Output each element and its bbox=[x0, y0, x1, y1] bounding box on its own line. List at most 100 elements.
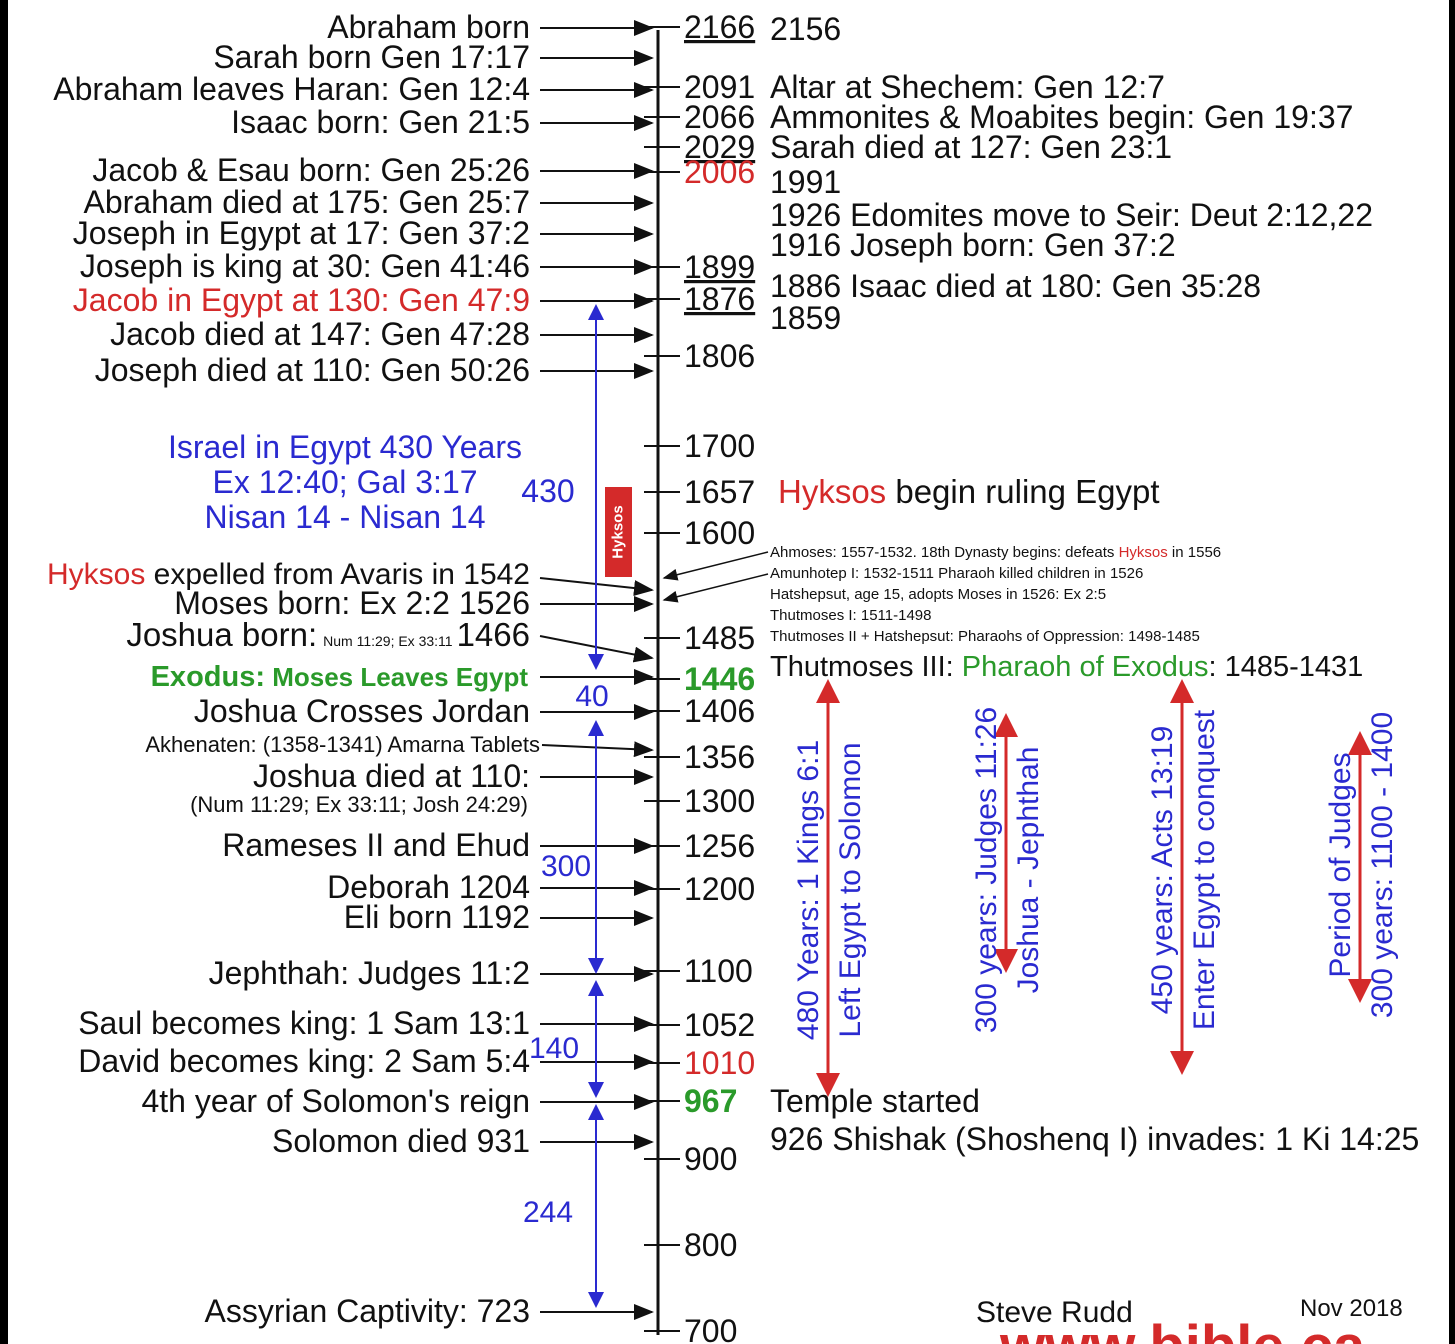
axis-tick-label: 1446 bbox=[684, 661, 755, 697]
right-event-label: 1926 Edomites move to Seir: Deut 2:12,22 bbox=[770, 197, 1373, 233]
svg-text:300 years: Judges 11:26: 300 years: Judges 11:26 bbox=[970, 707, 1003, 1033]
axis-tick-label: 1100 bbox=[684, 953, 753, 989]
svg-text:Period of Judges: Period of Judges bbox=[1324, 752, 1357, 977]
vertical-label-300-judges: 300 years: Judges 11:26 Joshua - Jephtha… bbox=[970, 707, 1045, 1033]
pharaoh-note: Amunhotep I: 1532-1511 Pharaoh killed ch… bbox=[770, 565, 1143, 582]
right-event-label: Ammonites & Moabites begin: Gen 19:37 bbox=[770, 99, 1353, 135]
axis-tick-label: 1700 bbox=[684, 428, 755, 464]
vertical-label-period-judges: Period of Judges 300 years: 1100 - 1400 bbox=[1324, 712, 1399, 1018]
left-event-label: Deborah 1204 bbox=[327, 869, 530, 905]
left-border bbox=[0, 0, 8, 1344]
vertical-label-450: 450 years: Acts 13:19 Enter Egypt to con… bbox=[1146, 709, 1221, 1030]
svg-text:Left Egypt to Solomon: Left Egypt to Solomon bbox=[834, 742, 867, 1037]
axis-tick-label: 1406 bbox=[684, 693, 755, 729]
left-event-label: Joseph is king at 30: Gen 41:46 bbox=[80, 248, 530, 284]
left-event-label: Joseph died at 110: Gen 50:26 bbox=[95, 352, 530, 388]
joshua-born-label: Joshua born: Num 11:29; Ex 33:11 1466 bbox=[126, 616, 530, 653]
axis-tick-label: 1657 bbox=[684, 474, 755, 510]
svg-text:Nisan 14 - Nisan 14: Nisan 14 - Nisan 14 bbox=[204, 499, 485, 535]
svg-text:480 Years: 1 Kings 6:1: 480 Years: 1 Kings 6:1 bbox=[792, 740, 825, 1040]
axis-tick-label: 2029 bbox=[684, 129, 755, 165]
svg-text:Ex 12:40; Gal 3:17: Ex 12:40; Gal 3:17 bbox=[212, 464, 477, 500]
axis-tick-label: 2091 bbox=[684, 69, 755, 105]
span-label-300: 300 bbox=[541, 850, 591, 883]
left-event-label: David becomes king: 2 Sam 5:4 bbox=[78, 1043, 530, 1079]
hyksos-rule-label: Hyksos begin ruling Egypt bbox=[778, 473, 1160, 510]
axis-tick-label: 1806 bbox=[684, 338, 755, 374]
vertical-spans bbox=[816, 679, 1372, 1097]
left-event-label: 4th year of Solomon's reign bbox=[141, 1083, 530, 1119]
pharaoh-note: Thutmoses II + Hatshepsut: Pharaohs of O… bbox=[770, 628, 1200, 645]
axis-tick-label: 1010 bbox=[684, 1045, 755, 1081]
left-event-label: Isaac born: Gen 21:5 bbox=[231, 104, 530, 140]
israel-in-egypt-block: Israel in Egypt 430 Years Ex 12:40; Gal … bbox=[168, 429, 522, 535]
left-event-label: Saul becomes king: 1 Sam 13:1 bbox=[78, 1005, 530, 1041]
right-event-label: 1916 Joseph born: Gen 37:2 bbox=[770, 227, 1176, 263]
axis-tick-label: 967 bbox=[684, 1083, 737, 1119]
left-event-label: Jacob in Egypt at 130: Gen 47:9 bbox=[73, 282, 530, 318]
exodus-label: Exodus: Moses Leaves Egypt bbox=[151, 661, 529, 693]
span-label-40: 40 bbox=[575, 680, 608, 713]
span-label-244: 244 bbox=[523, 1196, 573, 1229]
left-event-label: Abraham born bbox=[327, 9, 530, 45]
left-event-label: Sarah born Gen 17:17 bbox=[213, 39, 530, 75]
left-event-label: Rameses II and Ehud bbox=[222, 827, 530, 863]
hyksos-box: Hyksos bbox=[605, 487, 632, 577]
axis-tick-label: 1052 bbox=[684, 1007, 755, 1043]
span-label-140: 140 bbox=[529, 1032, 579, 1065]
axis-tick-label: 2166 bbox=[684, 9, 755, 45]
axis-tick-label: 1899 bbox=[684, 249, 755, 285]
credit-author: Steve Rudd bbox=[976, 1296, 1133, 1329]
svg-text:Enter Egypt to conquest: Enter Egypt to conquest bbox=[1188, 709, 1221, 1030]
left-event-label: Moses born: Ex 2:2 1526 bbox=[174, 585, 530, 621]
axis-tick-label: 1200 bbox=[684, 871, 755, 907]
pharaoh-note: Ahmoses: 1557-1532. 18th Dynasty begins:… bbox=[770, 544, 1221, 561]
axis-tick-label: 800 bbox=[684, 1227, 737, 1263]
right-event-label: 926 Shishak (Shoshenq I) invades: 1 Ki 1… bbox=[770, 1121, 1419, 1157]
thutmoses-iii-label: Thutmoses III: Pharaoh of Exodus: 1485-1… bbox=[770, 651, 1363, 683]
right-border bbox=[1449, 0, 1455, 1344]
right-event-label: Temple started bbox=[770, 1083, 980, 1119]
left-event-label: Abraham died at 175: Gen 25:7 bbox=[83, 184, 530, 220]
amunhotep-arrow bbox=[662, 573, 769, 603]
axis-tick-label: 2066 bbox=[684, 99, 755, 135]
axis-tick-label: 1300 bbox=[684, 783, 755, 819]
axis-tick-label: 900 bbox=[684, 1141, 737, 1177]
span-label-430: 430 bbox=[521, 473, 574, 509]
svg-text:Joshua - Jephthah: Joshua - Jephthah bbox=[1012, 747, 1045, 994]
right-event-label: 1991 bbox=[770, 164, 841, 200]
right-event-label: Altar at Shechem: Gen 12:7 bbox=[770, 69, 1165, 105]
joshua-died-refs: (Num 11:29; Ex 33:11; Josh 24:29) bbox=[190, 792, 528, 817]
svg-text:Israel in Egypt 430 Years: Israel in Egypt 430 Years bbox=[168, 429, 522, 465]
right-event-label: 1859 bbox=[770, 300, 841, 336]
left-event-label: Joshua Crosses Jordan bbox=[194, 693, 530, 729]
right-event-label: 2156 bbox=[770, 11, 841, 47]
akhenaten-label: Akhenaten: (1358-1341) Amarna Tablets bbox=[145, 732, 540, 757]
left-event-label: Solomon died 931 bbox=[272, 1123, 530, 1159]
axis-tick-label: 700 bbox=[684, 1313, 737, 1344]
left-event-label: Jacob & Esau born: Gen 25:26 bbox=[92, 152, 530, 188]
pharaoh-notes: Ahmoses: 1557-1532. 18th Dynasty begins:… bbox=[770, 544, 1221, 645]
hyksos-expelled-label: Hyksos expelled from Avaris in 1542 bbox=[47, 558, 530, 591]
axis-tick-label: 1485 bbox=[684, 620, 755, 656]
ahmoses-arrow bbox=[662, 551, 769, 581]
pharaoh-note: Thutmoses I: 1511-1498 bbox=[770, 607, 931, 624]
svg-text:450 years: Acts 13:19: 450 years: Acts 13:19 bbox=[1146, 726, 1179, 1015]
vertical-label-480: 480 Years: 1 Kings 6:1 Left Egypt to Sol… bbox=[792, 740, 867, 1040]
credit-site: www.bible.ca bbox=[999, 1314, 1366, 1344]
left-event-label: Jacob died at 147: Gen 47:28 bbox=[110, 316, 530, 352]
svg-text:300 years: 1100 - 1400: 300 years: 1100 - 1400 bbox=[1366, 712, 1399, 1018]
svg-text:Hyksos: Hyksos bbox=[609, 505, 626, 558]
axis-tick-label: 1600 bbox=[684, 515, 755, 551]
right-event-label: Sarah died at 127: Gen 23:1 bbox=[770, 129, 1172, 165]
left-event-label: Abraham leaves Haran: Gen 12:4 bbox=[53, 71, 530, 107]
left-event-label: Jephthah: Judges 11:2 bbox=[209, 955, 530, 991]
right-events: 2156 Altar at Shechem: Gen 12:7Ammonites … bbox=[770, 11, 1419, 1157]
left-event-label: Eli born 1192 bbox=[344, 899, 530, 935]
credit-date: Nov 2018 bbox=[1300, 1295, 1403, 1322]
axis-tick-label: 2006 bbox=[684, 154, 755, 190]
axis-tick-label: 1256 bbox=[684, 828, 755, 864]
